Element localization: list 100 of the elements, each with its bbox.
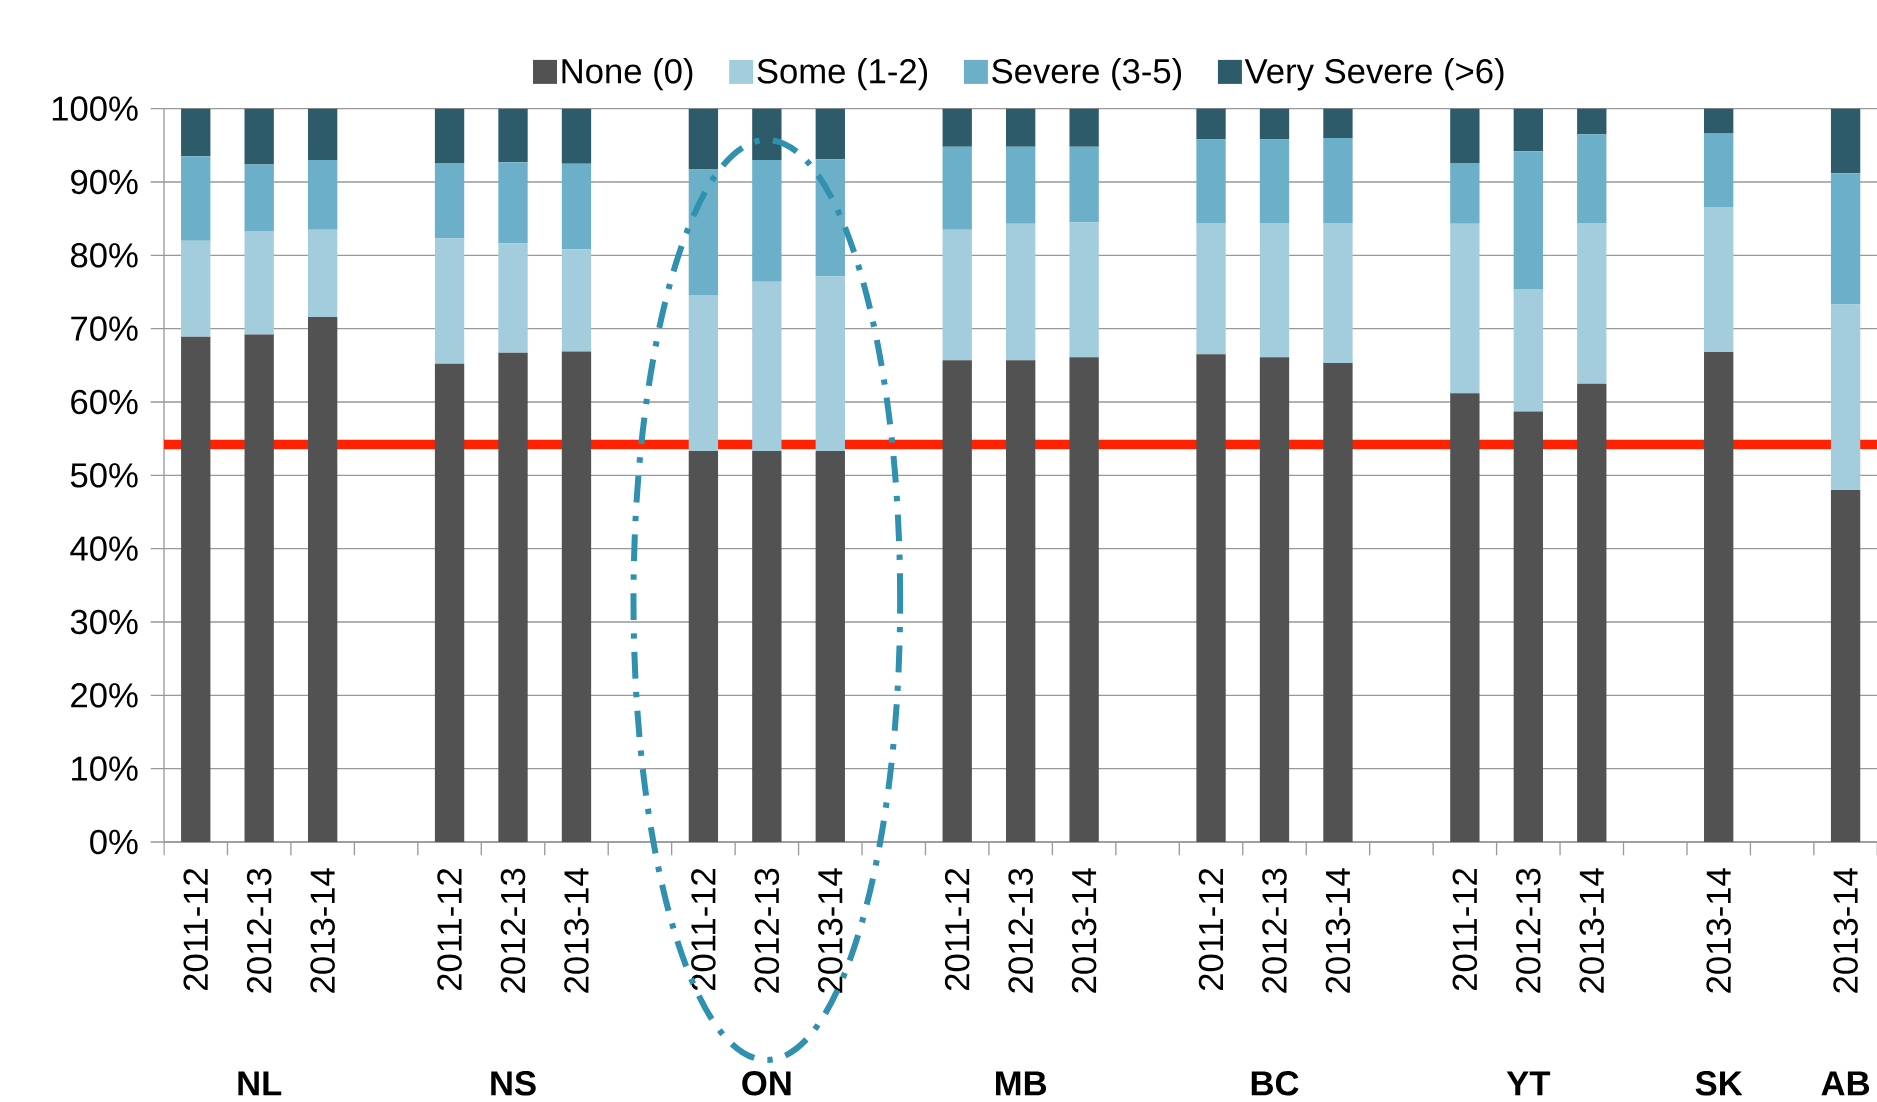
bar — [307, 159, 338, 230]
bar — [942, 229, 972, 361]
bar — [1830, 304, 1861, 490]
bar — [498, 108, 528, 163]
bar — [1577, 383, 1607, 842]
bar — [434, 108, 465, 163]
bar — [942, 360, 972, 842]
bar — [561, 249, 592, 352]
bar — [1323, 108, 1353, 138]
y-tick-label: 60% — [71, 389, 138, 415]
bar — [1323, 363, 1353, 842]
x-tick-label: 2013-14 — [310, 868, 335, 993]
bar — [1513, 289, 1543, 412]
bar — [752, 451, 782, 842]
bar — [181, 240, 211, 337]
bar — [1704, 133, 1734, 207]
bar — [815, 108, 845, 160]
bar — [1450, 162, 1480, 224]
bar — [1830, 489, 1861, 842]
bar — [181, 108, 211, 157]
bar — [244, 164, 274, 232]
bar — [1323, 223, 1353, 364]
bar — [1006, 146, 1036, 224]
bar — [434, 162, 465, 239]
x-tick-label: 2013-14 — [1071, 868, 1097, 993]
bar — [1450, 223, 1480, 394]
x-tick-label: 2012-13 — [500, 868, 526, 993]
x-tick-label: 2011-12 — [1452, 868, 1478, 991]
bar — [1577, 108, 1607, 135]
x-tick-label: 2013-14 — [1325, 868, 1351, 993]
text: AB — [1821, 1071, 1870, 1096]
bar — [752, 159, 782, 282]
bar — [561, 108, 592, 164]
bar — [498, 243, 528, 353]
bar — [942, 146, 972, 230]
bar — [1196, 108, 1226, 140]
bar — [1006, 360, 1036, 842]
text: BC — [1251, 1071, 1299, 1096]
x-tick-label: 2013-14 — [1833, 868, 1858, 993]
bar — [1704, 352, 1734, 842]
bar — [434, 363, 465, 842]
bar — [1704, 206, 1734, 353]
bar — [688, 294, 719, 452]
y-tick-label: 20% — [71, 683, 138, 708]
bar — [752, 108, 782, 160]
y-tick-label: 0% — [90, 829, 138, 855]
y-tick-label: 70% — [71, 316, 138, 341]
bar — [498, 352, 528, 842]
text: YT — [1506, 1071, 1551, 1096]
bar — [1196, 223, 1226, 355]
x-tick-label: 2012-13 — [754, 868, 780, 993]
x-tick-label: 2011-12 — [691, 868, 716, 991]
text: NS — [491, 1071, 536, 1096]
text: MB — [996, 1071, 1047, 1096]
legend-label: Some (1-2) — [757, 58, 928, 91]
legend-label: Severe (3-5) — [992, 58, 1182, 91]
bar — [307, 316, 338, 842]
bar — [1830, 173, 1861, 305]
x-tick-label: 2012-13 — [246, 868, 272, 993]
y-tick-label: 40% — [70, 536, 138, 561]
bar — [1704, 108, 1734, 134]
x-tick-label: 2013-14 — [1706, 868, 1731, 993]
bar — [561, 163, 592, 250]
bar — [1196, 354, 1226, 842]
x-tick-label: 2013-14 — [564, 868, 589, 993]
bar — [561, 351, 592, 842]
bar — [1069, 357, 1099, 842]
y-tick-label: 10% — [72, 756, 138, 781]
bar — [1513, 411, 1543, 842]
bar — [1069, 222, 1099, 358]
x-tick-label: 2011-12 — [183, 868, 209, 991]
text: NL — [238, 1071, 282, 1096]
bar — [1513, 108, 1543, 152]
bar — [1323, 137, 1353, 224]
bar — [1577, 134, 1607, 224]
bar — [1513, 151, 1543, 290]
bar — [688, 108, 719, 170]
y-tick-label: 100% — [52, 96, 138, 121]
y-tick-label: 80% — [70, 243, 138, 268]
bar — [434, 238, 465, 364]
legend-label: Very Severe (>6) — [1244, 58, 1504, 91]
y-tick-label: 90% — [71, 169, 138, 195]
x-tick-label: 2013-14 — [1579, 868, 1605, 993]
bar — [1259, 357, 1290, 842]
bar — [942, 108, 972, 147]
bar — [1259, 223, 1290, 358]
bar — [1006, 223, 1036, 361]
bar — [815, 159, 845, 277]
y-tick-label: 30% — [70, 609, 138, 635]
x-tick-label: 2012-13 — [1262, 868, 1287, 993]
legend-label: None (0) — [562, 58, 693, 91]
y-tick-label: 50% — [70, 463, 138, 488]
x-tick-label: 2011-12 — [437, 868, 462, 991]
bar — [1259, 139, 1290, 224]
bar — [244, 334, 274, 842]
bar — [498, 162, 528, 244]
x-tick-label: 2012-13 — [1008, 868, 1033, 993]
bar — [307, 229, 338, 317]
bar — [244, 108, 274, 165]
bar — [1069, 108, 1099, 147]
